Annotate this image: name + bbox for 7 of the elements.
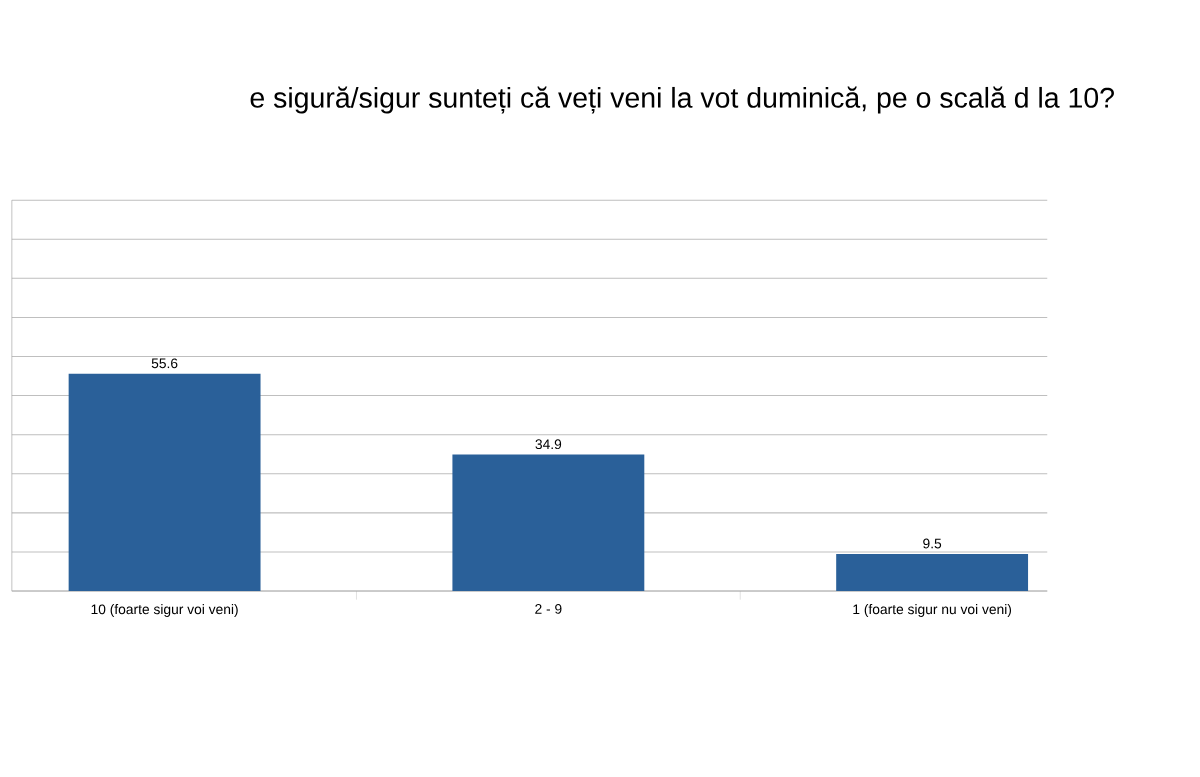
x-tick-label: 1 (foarte sigur nu voi veni) — [853, 604, 1012, 618]
x-tick-label: 10 (foarte sigur voi veni) — [91, 604, 238, 618]
data-label: 34.9 — [535, 439, 562, 450]
data-label: 55.6 — [151, 358, 178, 369]
data-label: 9.5 — [923, 538, 942, 549]
x-tick-label: 2 - 9 — [535, 604, 562, 615]
chart-title: e sigură/sigur sunteți că veți veni la vot duminică, pe o scală d la 10? — [250, 86, 1114, 114]
